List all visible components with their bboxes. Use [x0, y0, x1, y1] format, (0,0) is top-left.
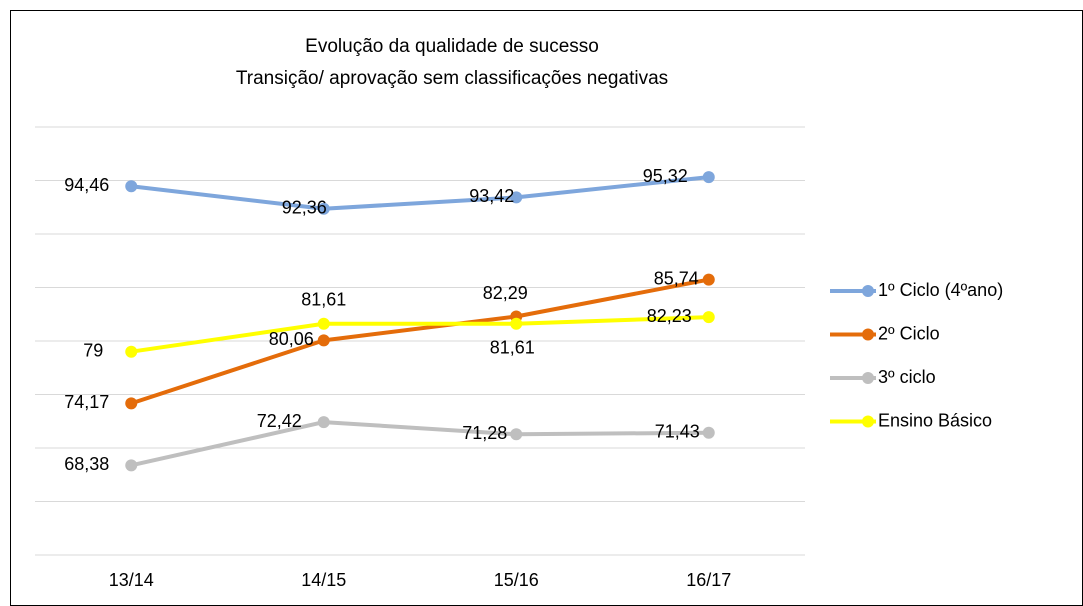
point	[317, 202, 330, 215]
data-label: 72,42	[257, 411, 302, 431]
data-label: 81,61	[490, 338, 535, 358]
legend-label: Ensino Básico	[878, 410, 992, 430]
point	[317, 334, 330, 347]
point	[317, 416, 330, 429]
point	[125, 180, 138, 193]
x-tick-label: 15/16	[494, 570, 539, 590]
legend-label: 1º Ciclo (4ºano)	[878, 280, 1003, 300]
legend-marker	[862, 285, 874, 297]
legend-marker	[862, 372, 874, 384]
point	[702, 273, 715, 286]
legend-label: 3º ciclo	[878, 367, 936, 387]
data-label: 80,06	[269, 329, 314, 349]
data-label: 74,17	[64, 392, 109, 412]
legend-marker	[862, 415, 874, 428]
point	[510, 317, 523, 330]
x-tick-label: 13/14	[109, 570, 154, 590]
point	[125, 345, 138, 358]
legend-label: 2º Ciclo	[878, 323, 940, 343]
data-label: 68,38	[64, 454, 109, 474]
series-line	[130, 277, 710, 406]
point	[125, 459, 138, 472]
data-label: 81,61	[301, 290, 346, 310]
point	[702, 311, 715, 324]
legend-marker	[862, 328, 874, 341]
data-label: 93,42	[469, 186, 514, 206]
point	[125, 397, 138, 410]
chart-subtitle: Transição/ aprovação sem classificações …	[236, 68, 668, 89]
data-label: 85,74	[654, 268, 699, 288]
data-label: 79	[83, 340, 103, 360]
chart-title: Evolução da qualidade de sucesso	[305, 36, 599, 57]
data-label: 94,46	[64, 175, 109, 195]
data-label: 82,23	[647, 306, 692, 326]
x-tick-label: 14/15	[301, 570, 346, 590]
point	[702, 171, 715, 184]
data-label: 82,29	[483, 283, 528, 303]
data-label: 71,28	[462, 423, 507, 443]
data-label: 95,32	[643, 166, 688, 186]
x-tick-label: 16/17	[686, 570, 731, 590]
point	[702, 426, 715, 439]
chart-frame	[10, 10, 1083, 606]
series-line	[130, 315, 709, 354]
series-line	[130, 420, 709, 468]
point	[510, 428, 523, 441]
data-label: 71,43	[655, 421, 700, 441]
point	[317, 317, 330, 330]
point	[510, 191, 523, 204]
series-line	[131, 175, 709, 211]
data-label: 92,36	[282, 197, 327, 217]
